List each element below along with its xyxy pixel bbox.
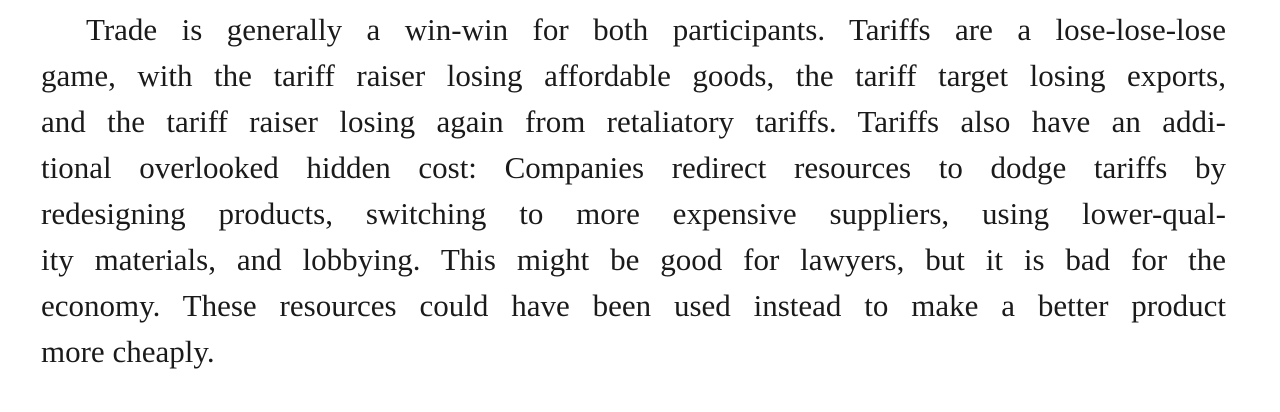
text-line: more cheaply. (41, 334, 215, 369)
text-line: Trade is generally a win-win for both pa… (86, 12, 1226, 47)
text-line: redesigning products, switching to more … (41, 196, 1226, 231)
text-line: game, with the tariff raiser losing affo… (41, 58, 1226, 93)
text-line: ity materials, and lobbying. This might … (41, 242, 1226, 277)
text-line: tional overlooked hidden cost: Companies… (41, 150, 1226, 185)
text-line: economy. These resources could have been… (41, 288, 1226, 323)
paragraph: Trade is generally a win-win for both pa… (41, 7, 1226, 375)
text-line: and the tariff raiser losing again from … (41, 104, 1226, 139)
